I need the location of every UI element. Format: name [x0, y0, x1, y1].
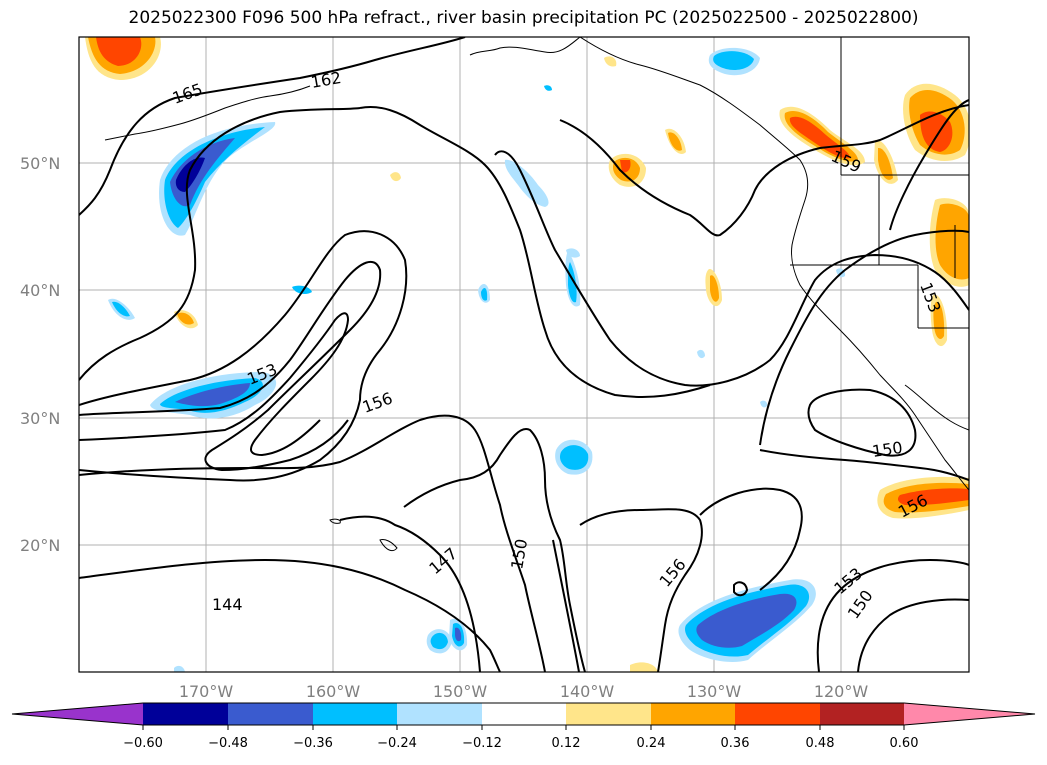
colorbar-tick-label: 0.48: [806, 736, 835, 751]
latitude-labels: 50°N 40°N 30°N 20°N: [20, 154, 60, 555]
lon-label: 170°W: [179, 682, 234, 701]
gridlines: [79, 37, 969, 672]
colorbar-segment: [397, 703, 482, 725]
colorbar-segment: [228, 703, 313, 725]
colorbar-tick-label: 0.36: [721, 736, 750, 751]
colorbar-segment: [566, 703, 651, 725]
colorbar-segment: [313, 703, 397, 725]
lon-label: 150°W: [433, 682, 488, 701]
map-area: [79, 37, 969, 672]
contour-label: 144: [212, 595, 243, 614]
height-contours: [79, 37, 969, 672]
coastlines: [104, 37, 969, 552]
colorbar: −0.60 −0.48 −0.36 −0.24 −0.12 0.12 0.24 …: [11, 702, 1036, 751]
lat-label: 20°N: [20, 536, 60, 555]
lat-label: 30°N: [20, 409, 60, 428]
colorbar-tick-label: 0.60: [890, 736, 919, 751]
colorbar-segment: [735, 703, 820, 725]
colorbar-segment: [820, 703, 904, 725]
colorbar-segment: [482, 703, 566, 725]
colorbar-segment: [12, 703, 143, 725]
map-title: 2025022300 F096 500 hPa refract., river …: [128, 8, 919, 28]
colorbar-segment: [143, 703, 228, 725]
colorbar-segment: [904, 703, 1035, 725]
precip-anomaly-fills: [85, 37, 969, 672]
colorbar-segment: [651, 703, 735, 725]
map-frame: [78, 36, 970, 673]
colorbar-tick-label: −0.12: [462, 736, 502, 751]
lon-label: 160°W: [306, 682, 361, 701]
colorbar-tick-label: −0.24: [377, 736, 417, 751]
contour-label: 150: [871, 438, 904, 461]
lon-label: 140°W: [560, 682, 615, 701]
lat-label: 50°N: [20, 154, 60, 173]
lon-label: 120°W: [814, 682, 869, 701]
colorbar-tick-label: −0.60: [123, 736, 163, 751]
longitude-labels: 170°W 160°W 150°W 140°W 130°W 120°W: [179, 682, 869, 701]
colorbar-tick-label: 0.12: [552, 736, 581, 751]
lon-label: 130°W: [687, 682, 742, 701]
colorbar-tick-label: −0.36: [293, 736, 333, 751]
colorbar-tick-label: −0.48: [208, 736, 248, 751]
lat-label: 40°N: [20, 281, 60, 300]
colorbar-tick-label: 0.24: [637, 736, 666, 751]
